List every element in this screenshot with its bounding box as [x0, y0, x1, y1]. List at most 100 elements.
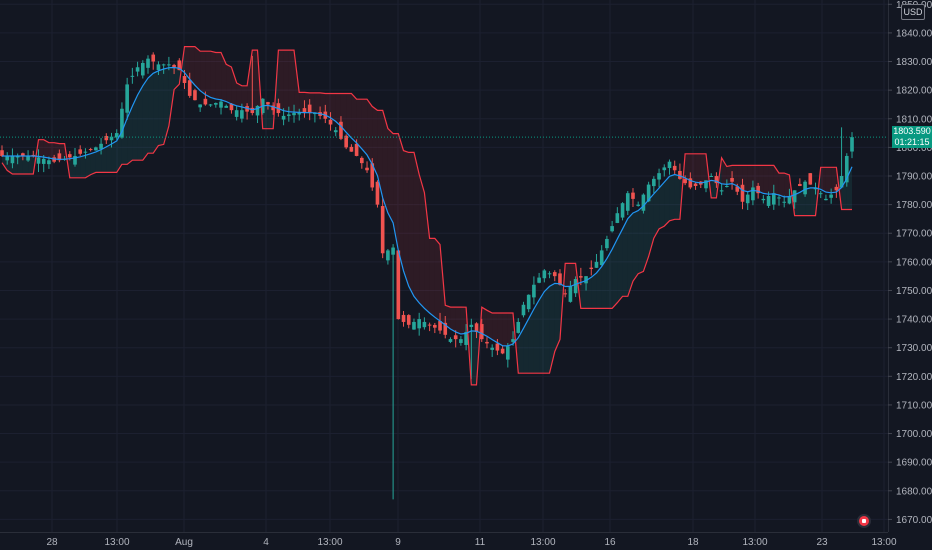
band-fill-segment — [664, 176, 670, 227]
band-fill-segment — [810, 187, 816, 216]
candle-body — [281, 115, 286, 120]
band-fill-segment — [497, 313, 503, 346]
y-tick-label: 1830.000 — [896, 57, 932, 68]
price-axis[interactable]: 1850.0001840.0001830.0001820.0001810.000… — [888, 0, 932, 526]
candle-body — [579, 276, 583, 278]
band-fill-segment — [215, 52, 222, 100]
candle-body — [625, 193, 630, 211]
candle-body — [735, 186, 740, 192]
y-tick-label: 1740.000 — [896, 315, 932, 326]
band-fill-segment — [424, 192, 430, 314]
candle-body — [730, 178, 734, 182]
candle-body — [636, 204, 641, 206]
band-fill-segment — [685, 153, 691, 181]
band-fill-segment — [85, 153, 91, 178]
band-fill-segment — [586, 277, 592, 309]
candle-body — [219, 101, 223, 108]
band-fill-segment — [606, 249, 613, 309]
candle-body — [547, 273, 552, 275]
band-fill-segment — [283, 50, 289, 112]
band-fill-segment — [231, 67, 237, 106]
band-fill-segment — [544, 286, 550, 374]
band-fill-segment — [158, 68, 164, 146]
tradingview-logo-icon[interactable] — [857, 514, 871, 528]
band-fill-segment — [659, 182, 665, 229]
candle-body — [370, 163, 375, 188]
band-fill-segment — [539, 291, 545, 374]
band-fill-segment — [252, 50, 258, 110]
candle-body — [391, 247, 395, 255]
candle-body — [427, 324, 432, 326]
candle-body — [135, 67, 140, 72]
band-fill-segment — [601, 258, 607, 309]
band-fill-segment — [612, 238, 618, 309]
band-fill-segment — [267, 105, 274, 129]
candle-body — [453, 335, 458, 340]
y-tick-label: 1770.000 — [896, 229, 932, 240]
candle-body — [829, 194, 833, 198]
band-fill-segment — [831, 167, 837, 193]
y-tick-label: 1820.000 — [896, 86, 932, 97]
candle-body — [83, 151, 88, 153]
band-fill-segment — [153, 70, 159, 154]
candle-body — [506, 346, 510, 360]
candles — [0, 52, 854, 500]
band-fill-segment — [492, 313, 498, 343]
candle-body — [563, 293, 568, 295]
band-fill-segment — [825, 167, 832, 193]
band-fill-segment — [111, 140, 117, 173]
band-fill-segment — [580, 280, 587, 309]
candle-body — [187, 80, 192, 96]
candle-body — [526, 294, 531, 310]
candle-body — [297, 113, 302, 115]
time-axis[interactable]: 28 13:00 Aug 4 13:00 9 11 13:00 16 18 13:00 23 13:00 — [46, 537, 897, 548]
candle-body — [521, 304, 526, 316]
currency-label[interactable]: USD — [901, 4, 925, 20]
candle-body — [292, 113, 296, 116]
candle-body — [313, 113, 317, 115]
candle-body — [198, 104, 202, 108]
y-tick-label: 1670.000 — [896, 515, 932, 526]
candle-body — [745, 194, 750, 204]
candle-body — [474, 323, 479, 332]
band-fill-segment — [163, 67, 169, 145]
candle-body — [448, 339, 453, 342]
band-fill-segment — [361, 99, 368, 155]
y-tick-label: 1840.000 — [896, 28, 932, 39]
band-fill-segment — [669, 174, 675, 221]
candle-body — [73, 155, 77, 165]
candle-body — [657, 173, 661, 180]
candle-body — [777, 197, 781, 199]
y-tick-label: 1680.000 — [896, 486, 932, 497]
band-fill-segment — [372, 106, 378, 176]
candle-body — [589, 267, 594, 270]
band-fill-segment — [768, 165, 774, 195]
band-fill-segment — [226, 64, 232, 104]
candle-body — [78, 149, 83, 154]
candle-body — [850, 137, 854, 152]
candle-body — [516, 321, 521, 333]
candle-body — [307, 104, 312, 114]
band-fill-segment — [752, 165, 759, 192]
candle-body — [818, 193, 823, 195]
band-fill-segment — [486, 310, 493, 340]
candle-body — [599, 250, 604, 266]
band-fill-segment — [346, 93, 352, 138]
candle-body — [792, 190, 797, 203]
band-fill-segment — [148, 73, 154, 154]
candle-body — [0, 150, 4, 156]
candle-body — [844, 155, 849, 183]
candle-body — [240, 110, 244, 119]
candle-body — [255, 105, 260, 116]
band-fill-segment — [142, 78, 149, 161]
x-tick-label: 13:00 — [104, 537, 129, 548]
candle-body — [641, 194, 646, 211]
candle-body — [380, 206, 385, 254]
candle-body — [662, 167, 667, 171]
candle-body — [401, 314, 406, 322]
grid-lines — [0, 0, 889, 533]
band-fill-segment — [820, 167, 826, 193]
y-tick-label: 1800.000 — [896, 143, 932, 154]
band-fill-segment — [429, 238, 435, 318]
